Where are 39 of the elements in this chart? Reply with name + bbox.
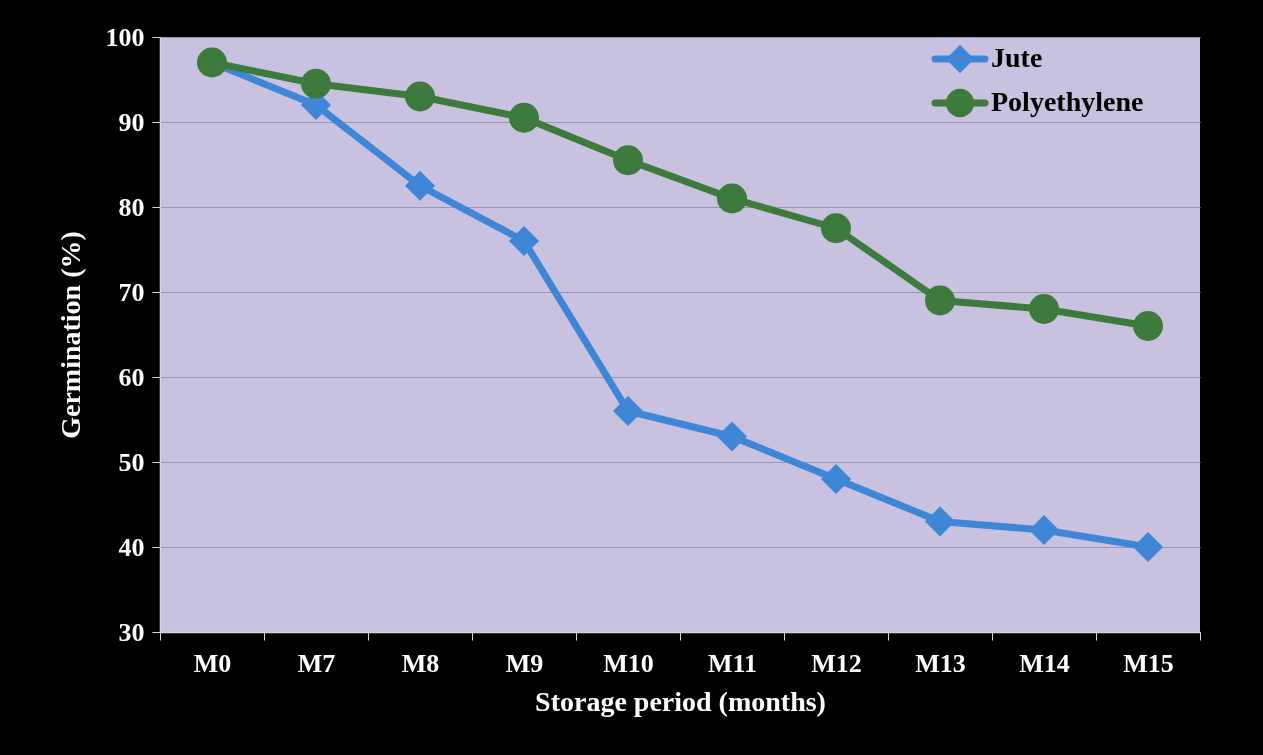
point [1133, 532, 1163, 562]
point [1029, 515, 1059, 545]
x-axis-title: Storage period (months) [535, 685, 826, 717]
y-tick-label: 30 [118, 617, 145, 647]
point [509, 102, 539, 133]
x-tick-label: M12 [811, 648, 862, 678]
y-axis-title: Germination (%) [54, 231, 86, 439]
y-tick-label: 70 [118, 277, 145, 307]
point [1029, 294, 1059, 324]
point [405, 81, 435, 112]
x-tick-label: M7 [297, 648, 336, 678]
x-tick-label: M11 [707, 648, 758, 678]
legend-label: Jute [991, 42, 1043, 73]
x-tick-label: M8 [401, 648, 440, 678]
x-tick-label: M14 [1019, 648, 1070, 678]
x-tick-label: M13 [915, 648, 966, 678]
y-tick-label: 100 [105, 22, 145, 52]
y-tick-label: 50 [118, 447, 145, 477]
point [405, 170, 435, 201]
point [821, 464, 851, 494]
point [613, 396, 643, 426]
point [1133, 311, 1163, 341]
point [509, 226, 539, 256]
point [925, 506, 955, 537]
y-tick-label: 60 [118, 362, 145, 392]
y-tick-label: 90 [118, 107, 145, 137]
y-tick-label: 40 [118, 532, 145, 562]
x-tick-label: M15 [1123, 648, 1174, 678]
point [613, 145, 643, 176]
y-tick-label: 80 [118, 192, 145, 222]
x-tick-label: M10 [603, 648, 654, 678]
point [821, 213, 851, 244]
point [717, 421, 747, 452]
x-tick-label: M0 [193, 648, 232, 678]
x-tick-label: M9 [505, 648, 544, 678]
legend-label: Polyethylene [991, 86, 1144, 117]
point [301, 68, 331, 99]
point [717, 183, 747, 214]
point [925, 285, 955, 316]
